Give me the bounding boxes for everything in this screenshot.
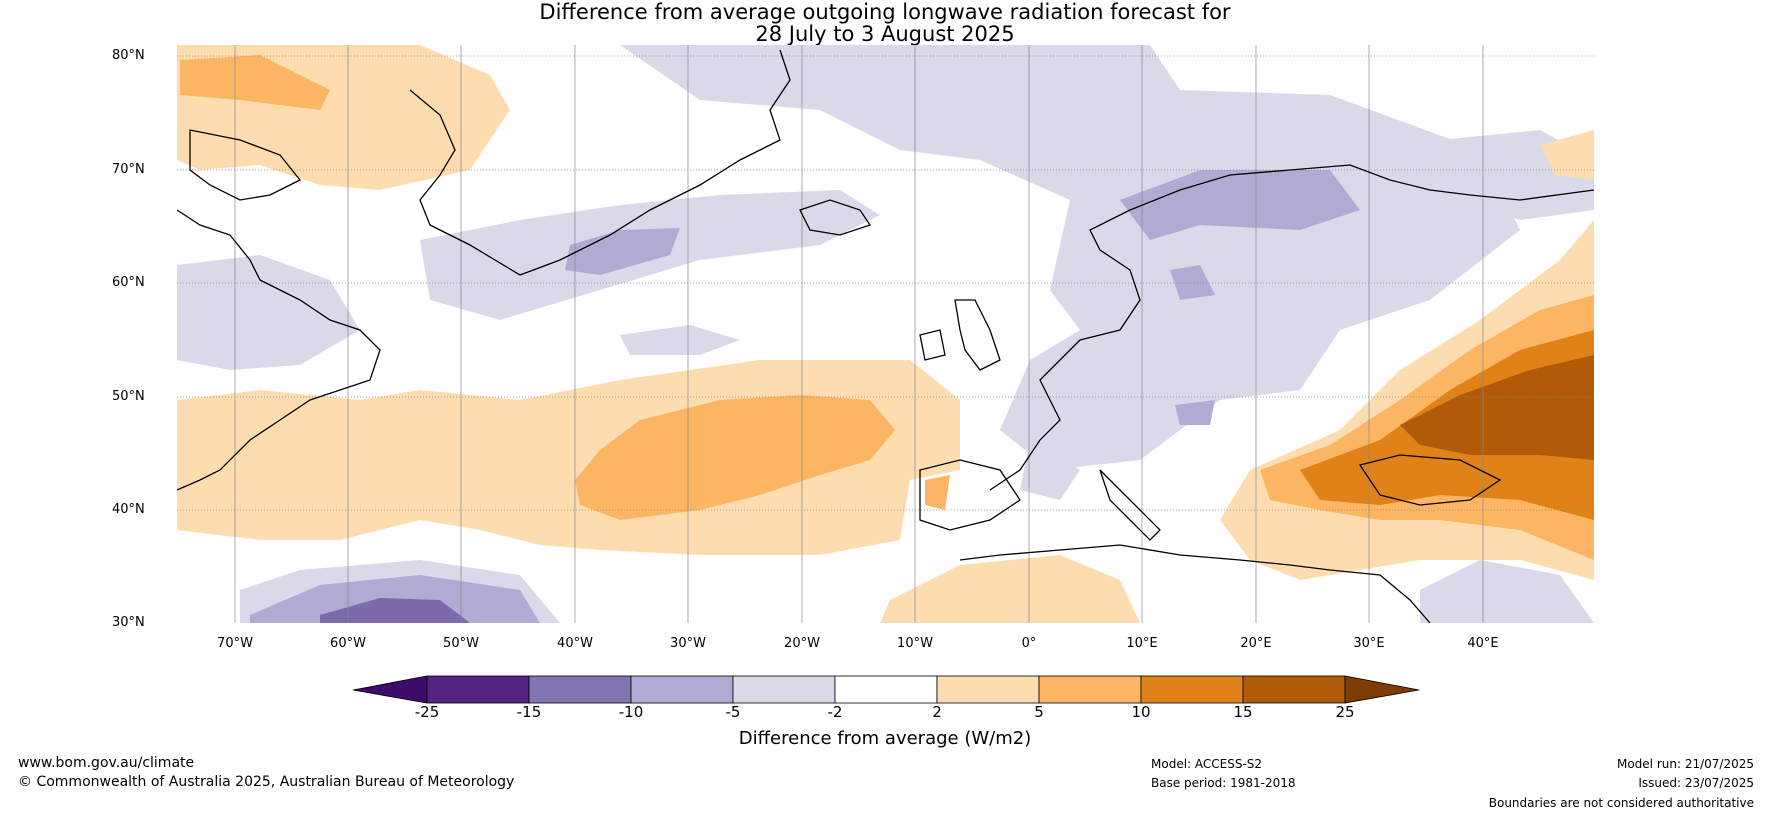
italy-coast [1099, 469, 1161, 541]
map-title-line1: Difference from average outgoing longwav… [539, 0, 1231, 24]
colorbar-label: 5 [1034, 703, 1044, 721]
disclaimer-text: Boundaries are not considered authoritat… [1488, 796, 1754, 810]
lon-label-30e: 30°E [1353, 636, 1385, 651]
coastlines [177, 49, 1594, 623]
very-strong-positive-region-russia [1400, 355, 1594, 460]
lon-label-10e: 10°E [1126, 636, 1158, 651]
lat-label-60n: 60°N [112, 275, 145, 290]
mid-negative-region-scandinavia [1120, 170, 1360, 240]
mid-positive-region-iberia [925, 475, 950, 510]
mid-negative-region-iceland-south [565, 228, 680, 275]
colorbar [352, 675, 1420, 704]
colorbar-label: 25 [1335, 703, 1355, 721]
lat-label-50n: 50°N [112, 389, 145, 404]
greenland-coast [409, 49, 791, 276]
colorbar-label: 15 [1233, 703, 1253, 721]
canada-arctic-islands [189, 129, 302, 201]
lat-label-40n: 40°N [112, 502, 145, 517]
europe-coast [989, 164, 1594, 491]
colorbar-title: Difference from average (W/m2) [738, 728, 1032, 749]
weak-negative-region-med [1020, 440, 1080, 500]
lon-label-0: 0° [1021, 636, 1037, 651]
uk-coast [954, 299, 1001, 371]
lon-label-20w: 20°W [784, 636, 820, 651]
weak-negative-region-labrador [177, 255, 360, 370]
lon-label-20e: 20°E [1240, 636, 1272, 651]
colorbar-label: -5 [725, 703, 741, 721]
colorbar-swatch-2 [528, 675, 632, 704]
colorbar-swatch-7 [1038, 675, 1142, 704]
anomaly-fields [177, 45, 1594, 623]
lon-label-70w: 70°W [217, 636, 253, 651]
website-link[interactable]: www.bom.gov.au/climate [18, 755, 195, 771]
lon-label-40w: 40°W [557, 636, 593, 651]
colorbar-swatch-6 [936, 675, 1040, 704]
colorbar-label: 10 [1131, 703, 1151, 721]
graticule [177, 45, 1594, 623]
lon-label-30w: 30°W [670, 636, 706, 651]
lat-label-70n: 70°N [112, 162, 145, 177]
colorbar-swatch-5 [834, 675, 938, 704]
colorbar-swatch-under [352, 675, 428, 704]
lon-label-10w: 10°W [897, 636, 933, 651]
ireland-coast [919, 329, 946, 361]
mid-negative-region-baltic [1170, 265, 1215, 300]
iceland-coast [799, 199, 872, 236]
colorbar-swatch-4 [732, 675, 836, 704]
colorbar-label: -2 [827, 703, 843, 721]
model-text: Model: ACCESS-S2 [1151, 757, 1263, 771]
colorbar-label: -10 [618, 703, 644, 721]
strong-negative-region-subtropics [320, 598, 470, 623]
iberia-coast [919, 459, 1021, 531]
colorbar-swatch-1 [426, 675, 530, 704]
lat-label-80n: 80°N [112, 48, 145, 63]
mid-positive-region-atlantic [575, 395, 895, 520]
model-run-text: Model run: 21/07/2025 [1616, 757, 1754, 771]
lon-label-60w: 60°W [330, 636, 366, 651]
mediterranean-coast [959, 544, 1431, 623]
weak-positive-region-arctic-far-east [1540, 130, 1594, 180]
lon-label-40e: 40°E [1467, 636, 1499, 651]
colorbar-swatch-3 [630, 675, 734, 704]
colorbar-label: 2 [932, 703, 942, 721]
weak-negative-region-north-atlantic [620, 45, 1520, 470]
lon-label-50w: 50°W [443, 636, 479, 651]
canada-coast [177, 209, 381, 491]
colorbar-swatch-9 [1242, 675, 1346, 704]
issued-text: Issued: 23/07/2025 [1638, 776, 1754, 790]
weak-negative-region-east-med [1420, 560, 1594, 623]
mid-negative-region-east-europe [1175, 400, 1215, 425]
weak-negative-region-azores [620, 325, 740, 355]
map-title-line2: 28 July to 3 August 2025 [755, 22, 1015, 46]
colorbar-label: -15 [516, 703, 542, 721]
black-sea-coast [1358, 454, 1502, 506]
weak-positive-region-north-africa [880, 555, 1140, 623]
mid-positive-region-baffin [180, 55, 330, 110]
colorbar-label: -25 [414, 703, 440, 721]
colorbar-swatch-over [1344, 675, 1420, 704]
base-period-text: Base period: 1981-2018 [1151, 776, 1296, 790]
colorbar-swatch-8 [1140, 675, 1244, 704]
lat-label-30n: 30°N [112, 615, 145, 630]
copyright-text: © Commonwealth of Australia 2025, Austra… [18, 774, 515, 790]
